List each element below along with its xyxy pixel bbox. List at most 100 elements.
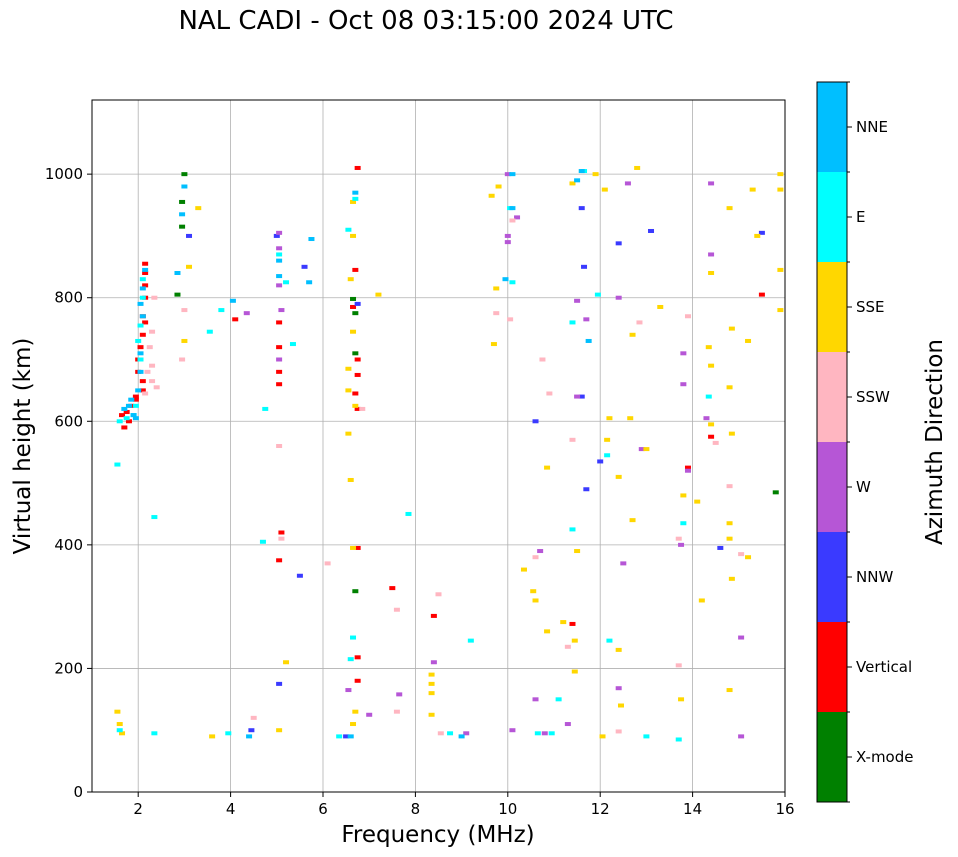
data-point-sse <box>350 545 357 550</box>
colorbar-tick-label: NNE <box>856 118 888 136</box>
data-point-vertical <box>132 397 139 402</box>
data-point-vertical <box>125 419 132 424</box>
data-point-e <box>569 527 576 532</box>
data-point-ssw <box>149 379 156 384</box>
data-point-vertical <box>350 304 357 309</box>
data-point-w <box>541 731 548 736</box>
data-point-sse <box>428 681 435 686</box>
data-point-sse <box>726 521 733 526</box>
data-point-nnw <box>581 264 588 269</box>
data-point-vertical <box>276 320 283 325</box>
x-axis-ticks: 2 4 6 8 10 12 14 16 <box>133 792 795 818</box>
data-point-vertical <box>121 425 128 430</box>
data-point-w <box>243 311 250 316</box>
data-point-vertical <box>569 621 576 626</box>
data-point-vertical <box>142 283 149 288</box>
data-point-vertical <box>142 320 149 325</box>
data-point-w <box>620 561 627 566</box>
data-point-e <box>606 638 613 643</box>
data-point-e <box>604 453 611 458</box>
data-point-sse <box>749 187 756 192</box>
data-point-sse <box>629 332 636 337</box>
data-point-sse <box>532 598 539 603</box>
data-point-vertical <box>758 292 765 297</box>
data-point-nne <box>135 388 142 393</box>
data-point-e <box>259 539 266 544</box>
data-point-sse <box>615 647 622 652</box>
data-point-sse <box>601 187 608 192</box>
data-point-w <box>738 635 745 640</box>
data-point-sse <box>490 342 497 347</box>
data-point-nne <box>139 314 146 319</box>
data-point-sse <box>657 304 664 309</box>
data-point-x-mode <box>179 224 186 229</box>
data-point-w <box>514 215 521 220</box>
data-point-ssw <box>509 218 516 223</box>
colorbar-tick-label: X-mode <box>856 748 913 766</box>
y-tick-label: 600 <box>54 412 83 430</box>
data-point-vertical <box>708 434 715 439</box>
data-point-ssw <box>179 357 186 362</box>
data-point-nnw <box>248 728 255 733</box>
data-point-nnw <box>276 681 283 686</box>
data-point-e <box>225 731 232 736</box>
data-point-sse <box>606 416 613 421</box>
data-point-sse <box>678 697 685 702</box>
data-point-x-mode <box>181 172 188 177</box>
data-point-vertical <box>354 165 361 170</box>
data-point-nne <box>179 212 186 217</box>
data-point-ssw <box>539 357 546 362</box>
y-tick-label: 1000 <box>45 165 83 183</box>
data-point-x-mode <box>179 199 186 204</box>
data-point-nnw <box>597 459 604 464</box>
plot-frame <box>91 99 786 793</box>
data-point-ssw <box>276 444 283 448</box>
y-tick-label: 200 <box>54 659 83 677</box>
data-point-vertical <box>684 465 691 470</box>
data-point-sse <box>276 728 283 733</box>
data-point-ssw <box>738 552 745 557</box>
data-point-w <box>574 298 581 303</box>
data-point-sse <box>350 329 357 334</box>
data-point-ssw <box>712 440 719 445</box>
colorbar-label: Azimuth Direction <box>922 339 948 545</box>
data-point-sse <box>544 465 551 470</box>
data-point-w <box>574 394 581 399</box>
data-point-ssw <box>569 437 576 442</box>
data-point-e <box>675 737 682 742</box>
data-point-sse <box>186 264 193 269</box>
data-point-w <box>276 246 283 251</box>
data-point-sse <box>350 722 357 727</box>
colorbar-segment <box>817 532 847 622</box>
colorbar-segment <box>817 262 847 352</box>
data-point-sse <box>745 555 752 560</box>
data-point-vertical <box>354 357 361 362</box>
data-point-sse <box>345 431 352 436</box>
data-point-sse <box>643 447 650 452</box>
data-point-w <box>278 308 285 313</box>
data-point-e <box>405 511 412 516</box>
data-point-sse <box>708 271 715 275</box>
data-point-nne <box>509 206 516 211</box>
data-point-vertical <box>139 388 146 393</box>
data-point-ssw <box>144 369 151 374</box>
data-point-sse <box>726 688 733 693</box>
data-point-nnw <box>343 734 350 739</box>
data-point-ssw <box>675 536 682 541</box>
data-point-w <box>684 468 691 473</box>
data-point-vertical <box>139 332 146 337</box>
data-point-sse <box>119 731 126 736</box>
data-point-nnw <box>717 545 724 550</box>
data-point-sse <box>530 589 537 594</box>
data-point-vertical <box>352 267 359 272</box>
x-axis-label: Frequency (MHz) <box>341 822 534 848</box>
x-tick-label: 4 <box>226 800 236 818</box>
data-point-vertical <box>430 613 437 618</box>
data-point-vertical <box>354 545 361 550</box>
data-point-sse <box>728 326 735 331</box>
data-point-w <box>276 283 283 288</box>
data-point-e <box>137 357 144 362</box>
data-point-vertical <box>354 678 361 683</box>
data-point-nnw <box>583 487 590 492</box>
data-point-sse <box>574 549 581 554</box>
